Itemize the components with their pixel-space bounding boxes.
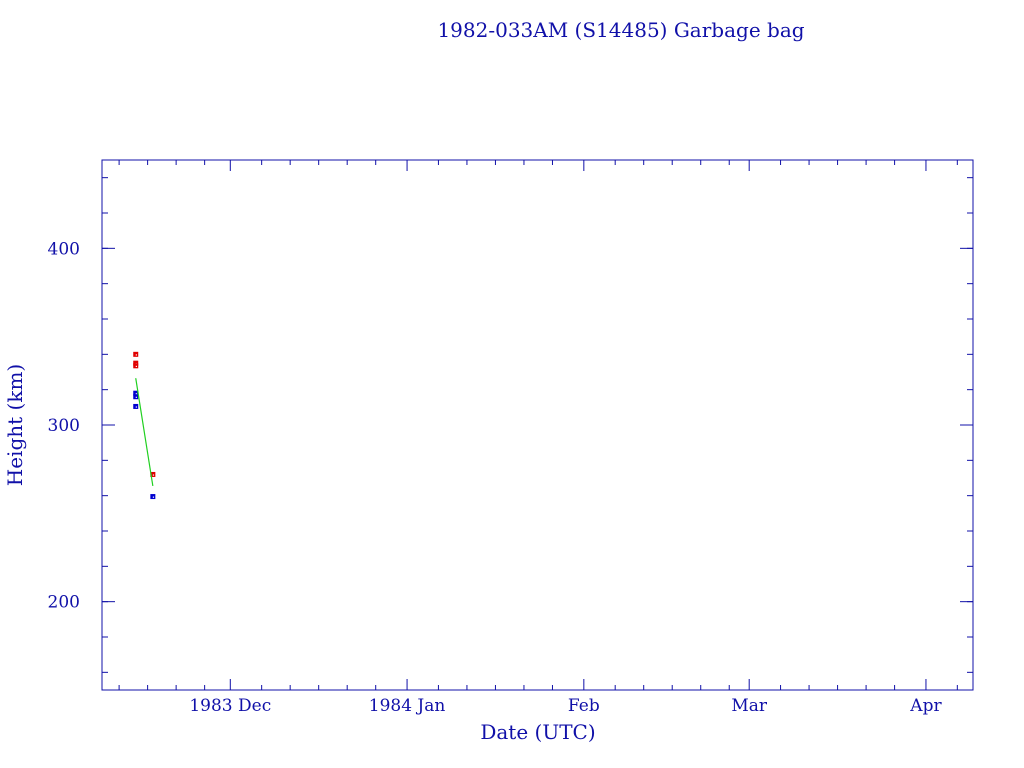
mean-fit-line — [135, 378, 154, 487]
y-tick-label: 400 — [48, 239, 80, 259]
plot-frame — [101, 159, 974, 691]
x-axis-label: Date (UTC) — [480, 720, 595, 744]
perigee-point-dot — [135, 396, 137, 398]
x-tick-label: 1984 Jan — [369, 696, 446, 716]
apogee-point-dot — [152, 474, 155, 476]
y-tick-label: 200 — [48, 593, 80, 613]
perigee-point-dot — [135, 406, 137, 408]
x-tick-label: Feb — [568, 696, 600, 716]
x-tick-label: 1983 Dec — [189, 696, 271, 716]
perigee-point-dot — [135, 393, 137, 395]
apogee-point-dot — [135, 354, 137, 356]
x-tick-label: Apr — [909, 696, 942, 716]
axis-ticks: 1983 Dec 1984 Jan Feb Mar Apr 200 300 400 — [48, 160, 973, 716]
y-axis-label: Height (km) — [3, 364, 27, 486]
data-marks — [133, 351, 156, 500]
y-tick-label: 300 — [48, 416, 80, 436]
apogee-point-dot — [135, 365, 137, 368]
chart-title: 1982-033AM (S14485) Garbage bag — [437, 18, 804, 42]
x-tick-label: Mar — [731, 696, 768, 716]
perigee-point-dot — [152, 496, 155, 498]
